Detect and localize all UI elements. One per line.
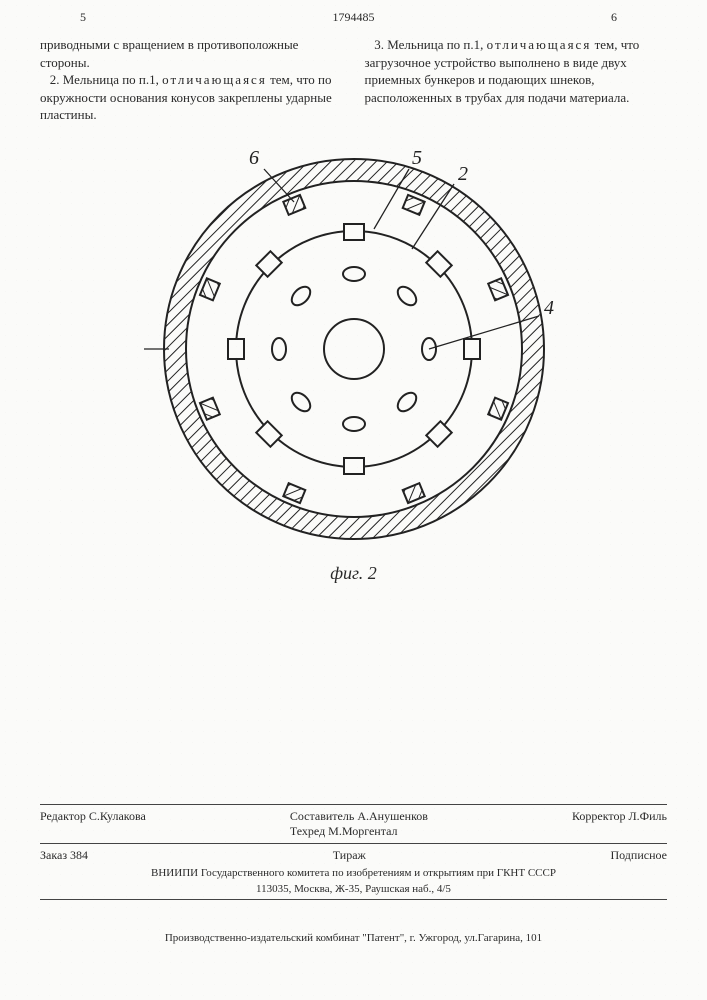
callout-2: 2 <box>458 163 468 185</box>
figure-svg: 1 2 4 5 6 <box>144 144 564 554</box>
order-number: Заказ 384 <box>40 848 88 863</box>
editor-label: Редактор С.Кулакова <box>40 809 146 823</box>
claim-2-spaced: отличающаяся <box>162 72 267 87</box>
document-number: 1794485 <box>333 10 375 25</box>
claims-text: приводными с вращением в противоположные… <box>40 36 667 124</box>
printer-line: Производственно-издательский комбинат "П… <box>40 932 667 944</box>
callout-6: 6 <box>249 147 259 169</box>
page-header: 5 1794485 6 <box>40 10 667 28</box>
claim-3-prefix: 3. Мельница по п.1, <box>374 37 486 52</box>
figure-caption: фиг. 2 <box>40 563 667 584</box>
compiler-label: Составитель А.Анушенков <box>290 809 428 823</box>
page-number-left: 5 <box>80 10 86 25</box>
vniipi-line2: 113035, Москва, Ж-35, Раушская наб., 4/5 <box>40 883 667 895</box>
right-column: 3. Мельница по п.1, отличающаяся тем, чт… <box>365 36 668 124</box>
callout-4: 4 <box>544 297 554 319</box>
techred-label: Техред М.Моргентал <box>290 824 398 838</box>
figure-2: 1 2 4 5 6 фиг. 2 <box>40 144 667 584</box>
housing-ring <box>144 144 564 554</box>
corrector-label: Корректор Л.Филь <box>572 809 667 823</box>
left-column: приводными с вращением в противоположные… <box>40 36 343 124</box>
callout-5: 5 <box>412 147 422 169</box>
claim-1-continuation: приводными с вращением в противоположные… <box>40 37 298 70</box>
claim-3-spaced: отличающаяся <box>487 37 592 52</box>
page-number-right: 6 <box>611 10 617 25</box>
vniipi-line1: ВНИИПИ Государственного комитета по изоб… <box>40 867 667 879</box>
subscription: Подписное <box>610 848 667 863</box>
imprint-block: Редактор С.Кулакова Составитель А.Анушен… <box>40 800 667 904</box>
claim-2-prefix: 2. Мельница по п.1, <box>50 72 162 87</box>
tirage: Тираж <box>333 848 366 863</box>
